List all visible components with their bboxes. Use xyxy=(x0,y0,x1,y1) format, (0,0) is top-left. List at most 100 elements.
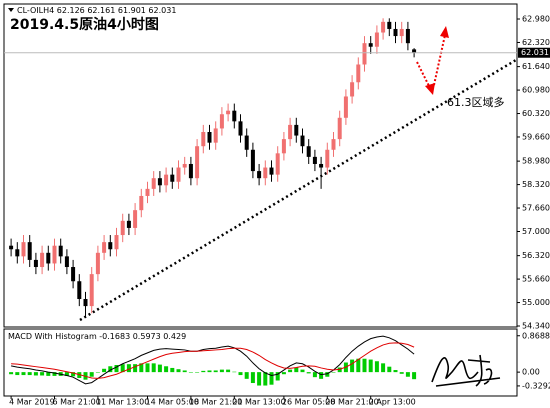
y-tick-label: 60.980 xyxy=(522,86,550,95)
histogram-bar xyxy=(312,372,317,378)
histogram-bar xyxy=(33,372,38,376)
histogram-bar xyxy=(238,372,243,376)
candle-body xyxy=(281,139,286,154)
histogram-bar xyxy=(306,372,311,374)
candle-body xyxy=(412,49,417,53)
histogram-bar xyxy=(145,363,150,373)
candle-body xyxy=(257,171,262,179)
candle-body xyxy=(40,252,45,268)
candle-body xyxy=(244,135,249,150)
down-arrow xyxy=(416,61,432,91)
candle-body xyxy=(319,163,324,168)
signal-line xyxy=(11,342,415,379)
histogram-bar xyxy=(269,372,274,385)
candle-body xyxy=(77,281,82,299)
candle-body xyxy=(325,149,330,168)
menu-icon[interactable] xyxy=(8,8,14,12)
y-tick-label: 59.660 xyxy=(522,132,550,141)
histogram-bar xyxy=(164,366,169,373)
candle-body xyxy=(157,178,162,186)
histogram-bar xyxy=(89,372,94,377)
histogram-bar xyxy=(71,372,76,377)
histogram-bar xyxy=(176,369,181,373)
signal-value: 0.5973 xyxy=(133,332,161,341)
candle-body xyxy=(201,132,206,147)
candle-body xyxy=(176,167,181,182)
candle-body xyxy=(139,195,144,211)
candle-body xyxy=(108,242,113,250)
candle-body xyxy=(188,163,193,179)
annotation: 61.3区域多 xyxy=(447,95,505,109)
candle-body xyxy=(52,245,57,264)
candle-body xyxy=(164,174,169,186)
histogram-bar xyxy=(40,372,45,376)
histogram-bar xyxy=(325,372,330,377)
histogram-bar xyxy=(300,369,305,373)
histogram-bar xyxy=(275,372,280,381)
candle-body xyxy=(288,124,293,140)
candle-body xyxy=(331,139,336,150)
histogram-bar xyxy=(250,372,255,384)
histogram-bar xyxy=(188,372,193,373)
candle-body xyxy=(387,21,392,29)
histogram-bar xyxy=(399,372,404,374)
candle-body xyxy=(71,267,76,282)
candle-body xyxy=(15,249,20,257)
histogram-bar xyxy=(27,372,32,376)
y-tick-label: 58.320 xyxy=(522,180,550,189)
candle-body xyxy=(337,117,342,140)
candle-body xyxy=(213,128,218,143)
x-tick-label: 18 Mar 21:00 xyxy=(189,398,242,407)
candle-body xyxy=(269,167,274,175)
candle-body xyxy=(64,256,69,268)
symbol: CL-OILH4 xyxy=(17,6,54,15)
candle-body xyxy=(89,274,94,307)
histogram-bar xyxy=(114,365,119,373)
candle-body xyxy=(9,245,14,250)
histogram-bar xyxy=(281,372,286,375)
candle-body xyxy=(350,82,355,97)
up-arrowhead xyxy=(440,26,449,38)
histogram-bar xyxy=(15,372,20,376)
histogram-bar xyxy=(350,359,355,373)
candle-body xyxy=(356,64,361,83)
candle-body xyxy=(120,220,125,236)
chart-header: CL-OILH4 62.126 62.161 61.901 62.031 xyxy=(17,6,176,15)
x-tick-label: 14 Mar 05:00 xyxy=(146,398,199,407)
histogram-bar xyxy=(102,368,107,373)
histogram-bar xyxy=(294,367,299,373)
y-tick-label: 62.320 xyxy=(522,38,550,47)
x-tick-label: 6 Mar 21:00 xyxy=(53,398,101,407)
candle-body xyxy=(95,252,100,275)
histogram-bar xyxy=(356,358,361,373)
histogram-bar xyxy=(331,372,336,373)
candle-body xyxy=(368,43,373,47)
candle-body xyxy=(294,124,299,136)
candle-body xyxy=(300,135,305,147)
open-value: 62.126 xyxy=(57,6,85,15)
histogram-bar xyxy=(226,369,231,373)
y-tick-label: 58.980 xyxy=(522,157,550,166)
macd-value: 0.429 xyxy=(163,332,186,341)
histogram-bar xyxy=(319,372,324,379)
candle-body xyxy=(405,28,410,44)
candle-body xyxy=(381,21,386,33)
candle-body xyxy=(343,96,348,118)
x-tick-label: 4 Mar 2019 xyxy=(9,398,55,407)
y-tick-label: 56.320 xyxy=(522,251,550,260)
close-value: 62.031 xyxy=(148,6,176,15)
y-tick-label: 57.000 xyxy=(522,227,550,236)
candle-body xyxy=(114,235,119,250)
candle-body xyxy=(126,220,131,228)
histogram-bar xyxy=(9,372,14,375)
up-arrow xyxy=(433,34,446,86)
candle-body xyxy=(21,242,26,257)
histogram-bar xyxy=(46,372,51,376)
candle-body xyxy=(275,153,280,175)
candle-body xyxy=(263,167,268,179)
high-value: 62.161 xyxy=(87,6,115,15)
candle-body xyxy=(362,43,367,65)
histogram-bar xyxy=(381,363,386,373)
histogram-bar xyxy=(288,369,293,373)
histogram-bar xyxy=(157,364,162,373)
